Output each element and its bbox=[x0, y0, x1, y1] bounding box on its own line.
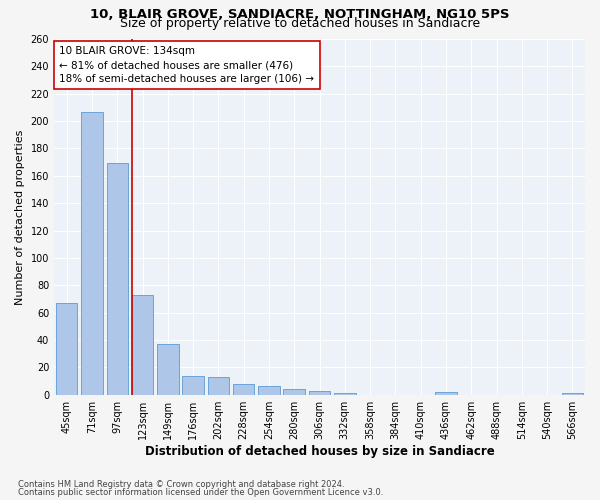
Bar bbox=[107, 164, 128, 394]
Text: Size of property relative to detached houses in Sandiacre: Size of property relative to detached ho… bbox=[120, 18, 480, 30]
X-axis label: Distribution of detached houses by size in Sandiacre: Distribution of detached houses by size … bbox=[145, 444, 494, 458]
Bar bbox=[132, 295, 153, 394]
Bar bbox=[208, 377, 229, 394]
Bar bbox=[233, 384, 254, 394]
Bar bbox=[157, 344, 179, 395]
Bar bbox=[258, 386, 280, 394]
Bar bbox=[81, 112, 103, 395]
Bar bbox=[283, 389, 305, 394]
Bar bbox=[56, 303, 77, 394]
Text: 10 BLAIR GROVE: 134sqm
← 81% of detached houses are smaller (476)
18% of semi-de: 10 BLAIR GROVE: 134sqm ← 81% of detached… bbox=[59, 46, 314, 84]
Bar bbox=[309, 390, 330, 394]
Text: 10, BLAIR GROVE, SANDIACRE, NOTTINGHAM, NG10 5PS: 10, BLAIR GROVE, SANDIACRE, NOTTINGHAM, … bbox=[90, 8, 510, 20]
Bar bbox=[182, 376, 204, 394]
Bar bbox=[435, 392, 457, 394]
Text: Contains HM Land Registry data © Crown copyright and database right 2024.: Contains HM Land Registry data © Crown c… bbox=[18, 480, 344, 489]
Y-axis label: Number of detached properties: Number of detached properties bbox=[15, 129, 25, 304]
Text: Contains public sector information licensed under the Open Government Licence v3: Contains public sector information licen… bbox=[18, 488, 383, 497]
